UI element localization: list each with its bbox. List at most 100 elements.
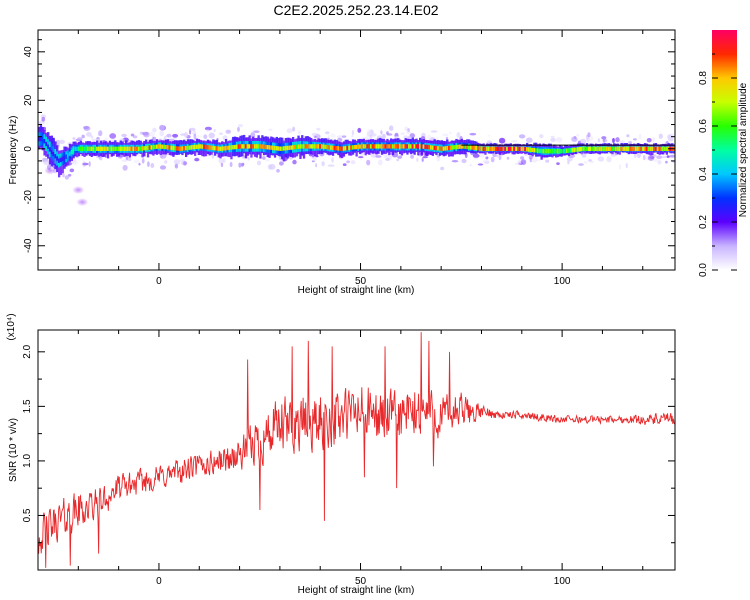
spectrogram-ridge-core	[342, 146, 346, 151]
spectrogram-speckle	[139, 131, 144, 135]
spectrogram-speckle	[366, 129, 372, 134]
spectrogram-speckle	[98, 130, 103, 137]
spectrogram-speckle	[525, 137, 533, 143]
colorbar-tick-label: 0.0	[698, 263, 709, 277]
spectrogram-speckle	[58, 139, 65, 144]
spectrogram-ridge-core	[640, 146, 643, 151]
spectrogram-ridge-core	[313, 144, 317, 149]
spectrogram-ridge-core	[502, 146, 505, 151]
spectrogram-ridge-core	[130, 146, 133, 151]
spectrogram-ridge-core	[562, 149, 565, 154]
spectrogram-ridge-core	[477, 146, 480, 151]
spectrogram-speckle	[583, 160, 588, 164]
spectrogram-ridge-core	[565, 148, 569, 153]
spectrogram-speckle	[416, 157, 419, 162]
spectrogram-speckle	[427, 134, 432, 141]
spectrogram-speckle	[43, 160, 50, 165]
spectrogram-speckle	[132, 135, 138, 139]
spectrogram-speckle	[69, 168, 75, 173]
spectrogram-ridge-core	[555, 149, 558, 154]
spectrogram-speckle	[485, 156, 489, 160]
spectrogram-ridge-core	[506, 146, 509, 151]
spectrogram-y-tick-label: -40	[23, 238, 34, 253]
spectrogram-speckle	[168, 138, 175, 142]
spectrogram-speckle	[498, 154, 502, 161]
spectrogram-ridge-core	[571, 147, 574, 153]
spectrogram-ridge-core	[497, 146, 500, 151]
spectrogram-speckle	[138, 162, 141, 166]
spectrogram-speckle	[539, 134, 544, 139]
spectrogram-ridge-core	[101, 146, 104, 151]
spectrogram-ridge-core	[377, 144, 380, 149]
spectrogram-ridge-core	[484, 146, 487, 151]
spectrogram-ridge-core	[41, 136, 44, 142]
spectrogram-ridge-core	[420, 144, 424, 149]
spectrogram-ridge-core	[224, 146, 228, 151]
spectrogram-x-tick-label: 50	[355, 276, 367, 287]
spectrogram-ridge-core	[272, 145, 275, 151]
spectrogram-ridge-core	[462, 144, 465, 149]
spectrogram-ridge-core	[85, 146, 88, 151]
spectrogram-ridge-core	[435, 145, 438, 151]
spectrogram-speckle	[127, 157, 132, 162]
spectrogram-ridge-core	[308, 144, 311, 149]
spectrogram-ridge-core	[413, 144, 416, 149]
spectrogram-speckle	[86, 132, 92, 137]
spectrogram-ridge-core	[259, 144, 262, 149]
spectrogram-ridge-core	[614, 146, 618, 151]
spectrogram-speckle	[389, 125, 394, 131]
colorbar-bar	[712, 30, 737, 270]
spectrogram-speckle	[375, 155, 382, 158]
spectrogram-speckle	[81, 134, 85, 139]
spectrogram-speckle	[166, 133, 172, 138]
spectrogram-ridge-core	[68, 151, 72, 156]
spectrogram-ridge-core	[293, 144, 297, 150]
spectrogram-speckle	[160, 154, 163, 159]
spectrogram-ridge-core	[513, 146, 516, 151]
spectrogram-ridge-core	[99, 146, 102, 151]
spectrogram-content	[38, 114, 675, 207]
spectrogram-speckle	[662, 155, 667, 159]
spectrogram-x-tick-label: 0	[156, 276, 162, 287]
spectrogram-ridge-core	[150, 145, 153, 150]
spectrogram-speckle	[351, 129, 355, 136]
spectrogram-speckle	[656, 155, 663, 159]
spectrogram-ridge-core	[422, 144, 425, 149]
spectrogram-ridge-core	[624, 146, 627, 151]
spectrogram-ridge-core	[611, 146, 614, 151]
spectrogram-ridge-core	[146, 145, 150, 150]
spectrogram-ridge-core	[195, 144, 199, 149]
spectrogram-ridge-core	[388, 144, 391, 149]
spectrogram-ridge-core	[152, 145, 155, 150]
snr-y-tick-label: 1.0	[22, 454, 33, 468]
spectrogram-y-label: Frequency (Hz)	[8, 116, 19, 185]
spectrogram-ridge-core	[453, 145, 456, 150]
spectrogram-ridge-core	[161, 144, 164, 149]
spectrogram-speckle	[456, 132, 461, 138]
spectrogram-ridge-core	[627, 146, 630, 151]
spectrogram-speckle	[520, 159, 527, 166]
spectrogram-speckle	[147, 161, 150, 168]
spectrogram-ridge-core	[288, 145, 291, 150]
spectrogram-ridge-core	[455, 144, 458, 150]
spectrogram-ridge-core	[54, 154, 57, 159]
spectrogram-ridge-core	[428, 145, 431, 150]
spectrogram-speckle	[451, 160, 459, 163]
spectrogram-ridge-core	[121, 146, 124, 151]
spectrogram-speckle	[626, 134, 630, 138]
spectrogram-ridge-core	[487, 146, 491, 151]
spectrogram-speckle	[410, 154, 414, 159]
spectrogram-ridge-core	[39, 136, 43, 142]
spectrogram-ridge-core	[186, 145, 190, 151]
spectrogram-speckle	[342, 163, 347, 167]
spectrogram-ridge-core	[569, 148, 572, 153]
spectrogram-ridge-core	[509, 146, 512, 151]
spectrogram-ridge-core	[212, 145, 215, 151]
spectrogram-speckle	[449, 131, 452, 135]
spectrogram-ridge-core	[279, 146, 282, 151]
spectrogram-speckle	[313, 156, 317, 162]
spectrogram-y-tick-label: -20	[23, 190, 34, 205]
spectrogram-ridge-core	[208, 145, 211, 150]
snr-series-line	[38, 332, 675, 568]
spectrogram-ridge-core	[560, 149, 563, 154]
